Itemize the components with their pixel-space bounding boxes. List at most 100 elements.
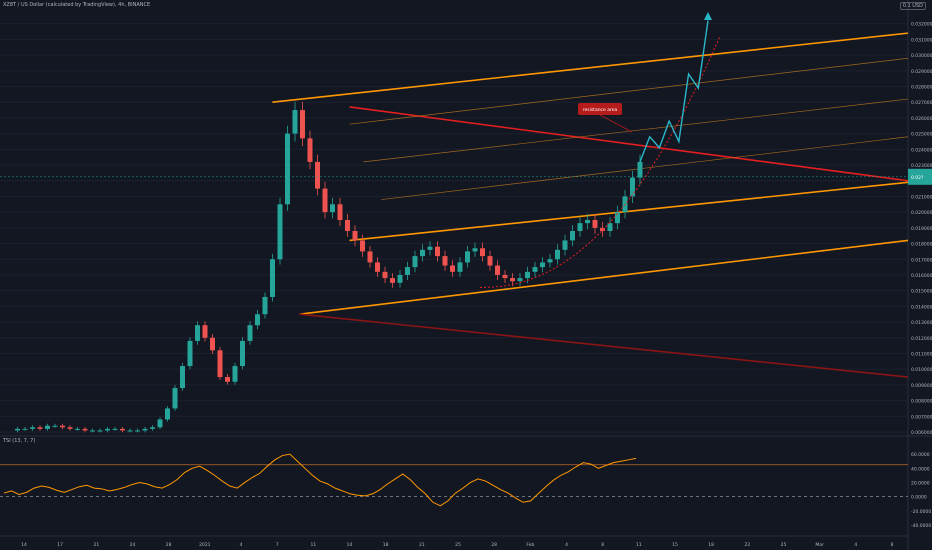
candle	[510, 278, 515, 282]
candle	[360, 240, 365, 252]
candle	[105, 428, 110, 431]
candle	[97, 430, 103, 432]
candle	[157, 419, 163, 428]
time-tick-label: 24	[130, 542, 136, 548]
candle	[330, 204, 335, 213]
candle	[22, 428, 28, 430]
candle	[187, 340, 193, 367]
tsi-tick-label: 0.0000	[911, 495, 927, 501]
candle	[337, 204, 343, 220]
candle	[630, 177, 635, 197]
candle	[367, 251, 373, 263]
candle	[352, 230, 358, 241]
candle	[637, 161, 643, 178]
tsi-tick-label: -20.0000	[911, 509, 931, 515]
candle	[277, 204, 283, 260]
candle	[345, 220, 350, 231]
time-tick-label: 2021	[199, 542, 211, 548]
time-tick-label: 8	[601, 542, 604, 548]
annotation-box	[578, 103, 622, 115]
time-tick-label: 7	[276, 542, 279, 548]
candle	[502, 274, 508, 279]
candle	[82, 428, 88, 431]
time-tick-label: 14	[347, 542, 353, 548]
candle	[37, 427, 43, 429]
candle	[292, 110, 298, 134]
time-tick-label: 17	[57, 542, 63, 548]
time-tick-label: 11	[636, 542, 642, 548]
candle	[315, 161, 320, 189]
candle	[300, 110, 305, 139]
candle	[412, 256, 418, 268]
candle	[150, 427, 155, 429]
candle	[592, 220, 598, 228]
time-tick-label: 4	[854, 542, 857, 548]
indicator-label: TSI (13, 7, 7)	[3, 438, 36, 444]
candle	[382, 271, 388, 279]
candle	[75, 428, 80, 430]
candle	[525, 271, 530, 279]
trendline	[299, 313, 909, 378]
projection-arrowhead	[704, 12, 712, 20]
candle	[570, 230, 575, 241]
tsi-tick-label: 60.0000	[911, 452, 930, 458]
candle	[600, 227, 605, 231]
candle	[457, 262, 463, 272]
time-tick-label: Mar	[815, 542, 824, 548]
time-tick-label: 15	[672, 542, 678, 548]
candle	[420, 249, 425, 257]
time-tick-label: 8	[891, 542, 894, 548]
candle	[240, 340, 245, 367]
candle	[322, 188, 328, 213]
channel-line	[363, 98, 909, 163]
candle	[540, 262, 545, 268]
candle	[465, 251, 470, 263]
projection-arc	[479, 36, 721, 289]
candle	[247, 325, 253, 341]
candle	[142, 428, 148, 431]
candle	[397, 274, 403, 283]
candle	[30, 427, 35, 429]
projection-path	[639, 20, 709, 163]
time-tick-label: 21	[419, 542, 425, 548]
candle	[577, 223, 583, 231]
candle	[195, 325, 200, 341]
candle	[172, 388, 178, 409]
candle	[52, 425, 58, 427]
candle	[442, 256, 448, 266]
currency-badge[interactable]: 0.1 USD	[899, 2, 926, 10]
candle	[307, 138, 313, 162]
candle	[15, 428, 20, 431]
candle	[262, 296, 268, 315]
candle	[165, 408, 170, 420]
time-tick-label: 11	[310, 542, 316, 548]
candle	[547, 259, 553, 263]
candle	[45, 425, 50, 429]
candle	[202, 325, 208, 338]
candle	[90, 430, 95, 432]
candle	[562, 240, 568, 250]
candle	[517, 278, 523, 282]
candle	[270, 259, 275, 297]
candle	[60, 425, 65, 428]
trendline	[272, 32, 909, 104]
tsi-tick-label: 40.0000	[911, 466, 930, 472]
